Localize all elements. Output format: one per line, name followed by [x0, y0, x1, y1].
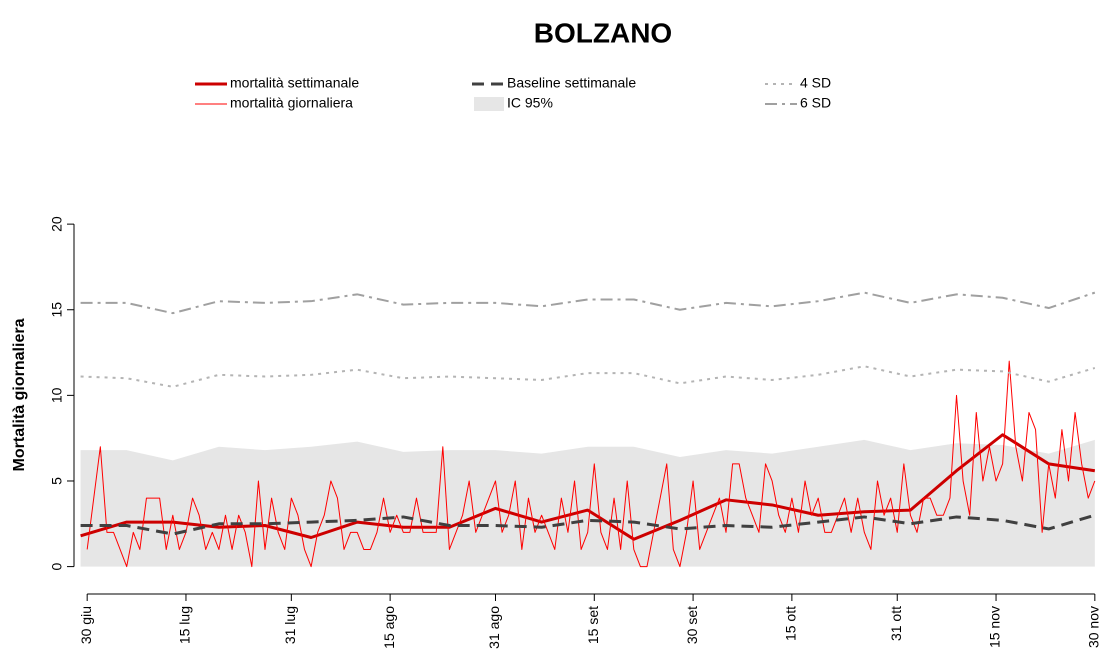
series-line: [80, 291, 1096, 315]
x-tick-label: 31 ott: [888, 606, 904, 641]
x-tick-label: 30 set: [684, 606, 700, 644]
x-tick-label: 30 nov: [1086, 606, 1102, 648]
series-line: [80, 433, 1096, 541]
ci-area: [80, 439, 1095, 567]
y-axis-label: Mortalità giornaliera: [11, 318, 28, 471]
legend-label: Baseline settimanale: [507, 75, 636, 91]
legend-swatch: [474, 97, 504, 111]
legend-label: 4 SD: [800, 75, 831, 91]
x-tick-label: 15 set: [585, 606, 601, 644]
y-tick-label: 5: [49, 477, 65, 485]
x-tick-label: 15 ott: [783, 606, 799, 641]
x-tick-label: 31 lug: [282, 606, 298, 644]
legend-label: 6 SD: [800, 95, 831, 111]
chart-title: BOLZANO: [534, 17, 672, 48]
y-tick-label: 15: [49, 302, 65, 318]
legend-label: mortalità giornaliera: [230, 95, 353, 111]
x-tick-label: 31 ago: [486, 606, 502, 649]
y-tick-label: 0: [49, 563, 65, 571]
x-tick-label: 15 ago: [381, 606, 397, 649]
legend-label: IC 95%: [507, 95, 553, 111]
y-tick-label: 10: [49, 387, 65, 403]
y-tick-label: 20: [49, 216, 65, 232]
x-tick-label: 30 giu: [78, 606, 94, 644]
x-tick-label: 15 nov: [987, 606, 1003, 648]
series-line: [80, 365, 1096, 388]
x-tick-label: 15 lug: [177, 606, 193, 644]
legend-label: mortalità settimanale: [230, 75, 359, 91]
